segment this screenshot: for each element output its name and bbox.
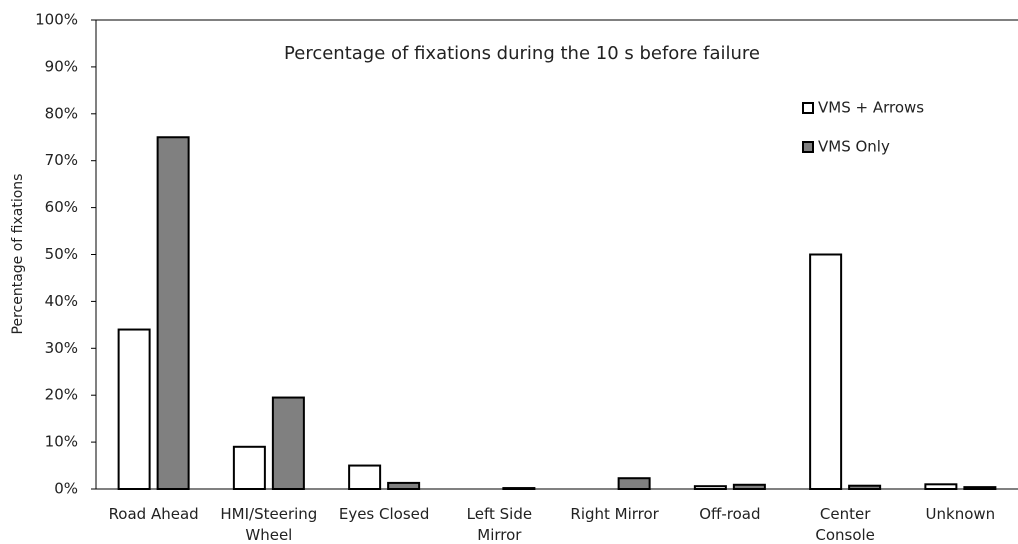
y-tick-label: 70%: [45, 151, 78, 169]
x-tick-label: Unknown: [925, 505, 996, 523]
bar: [617, 477, 651, 491]
y-tick-label: 80%: [45, 104, 78, 122]
x-tick-label: Center Console: [815, 505, 875, 544]
y-tick-label: 40%: [45, 292, 78, 310]
legend-swatch: [802, 141, 814, 153]
y-tick-label: 30%: [45, 339, 78, 357]
y-tick-label: 20%: [45, 386, 78, 404]
x-tick-label: Road Ahead: [108, 505, 199, 523]
legend-label: VMS + Arrows: [818, 99, 924, 117]
bar: [232, 445, 266, 491]
bar: [156, 136, 190, 490]
bar: [387, 481, 421, 491]
bar: [348, 464, 382, 490]
bar: [809, 253, 843, 490]
bar: [117, 328, 151, 491]
y-axis-label: Percentage of fixations: [10, 174, 26, 335]
chart-title: Percentage of fixations during the 10 s …: [284, 43, 760, 64]
x-tick-label: Left Side Mirror: [466, 505, 533, 544]
y-tick-label: 90%: [45, 57, 78, 75]
x-tick-label: Right Mirror: [570, 505, 659, 523]
x-tick-label: Eyes Closed: [338, 505, 430, 523]
bar: [271, 396, 305, 491]
legend-swatch: [802, 102, 814, 114]
y-tick-label: 50%: [45, 245, 78, 263]
y-tick-label: 10%: [45, 433, 78, 451]
y-tick-label: 0%: [54, 480, 78, 498]
y-tick-label: 100%: [35, 11, 78, 29]
legend-label: VMS Only: [818, 138, 890, 156]
x-tick-label: HMI/Steering Wheel: [220, 505, 318, 544]
y-tick-label: 60%: [45, 198, 78, 216]
x-tick-label: Off-road: [699, 505, 761, 523]
bar: [732, 483, 766, 490]
bar: [924, 483, 958, 490]
